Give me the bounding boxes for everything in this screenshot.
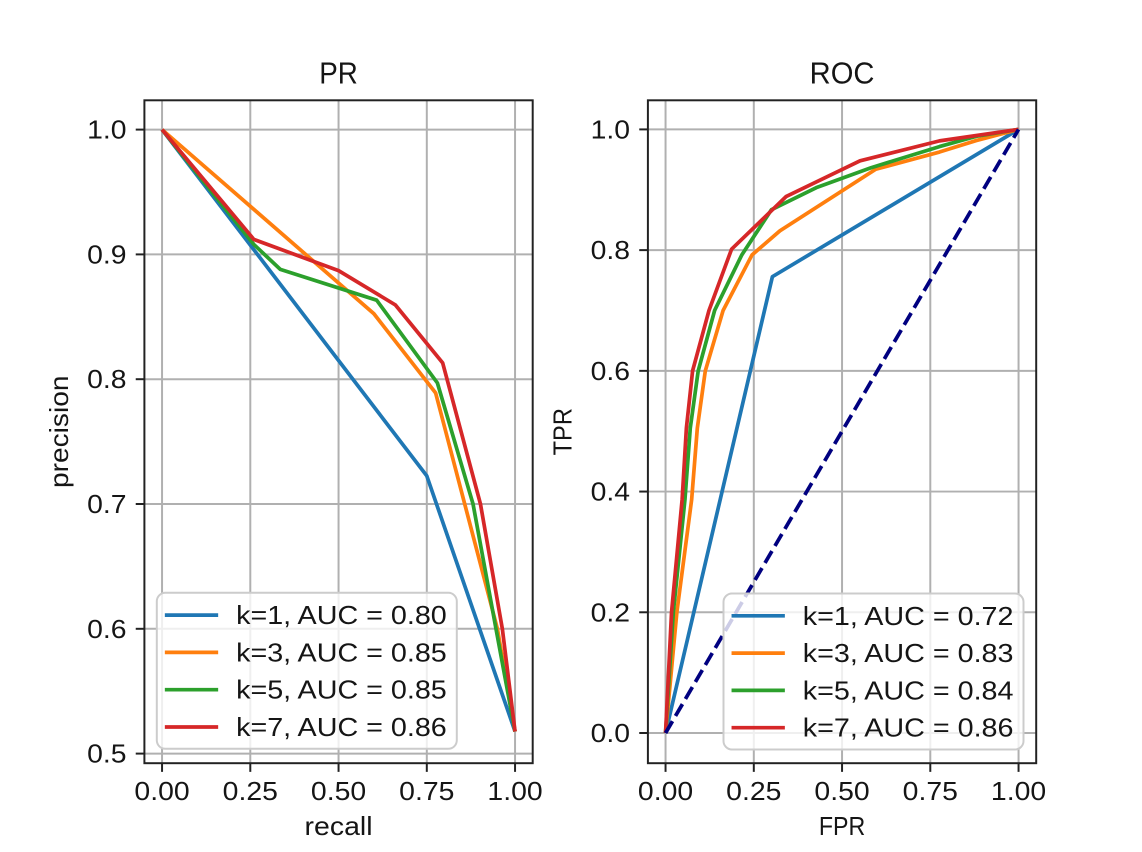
svg-text:k=7, AUC = 0.86: k=7, AUC = 0.86 [236, 712, 447, 742]
svg-text:1.0: 1.0 [591, 114, 630, 144]
svg-text:0.50: 0.50 [311, 776, 366, 806]
svg-text:0.6: 0.6 [87, 614, 126, 644]
svg-text:precision: precision [44, 376, 74, 488]
svg-text:0.8: 0.8 [87, 364, 126, 394]
svg-text:0.4: 0.4 [591, 477, 630, 507]
svg-text:TPR: TPR [548, 408, 578, 455]
svg-text:recall: recall [305, 811, 373, 841]
svg-text:0.6: 0.6 [591, 356, 630, 386]
svg-text:0.5: 0.5 [87, 739, 126, 769]
svg-text:PR: PR [319, 56, 358, 91]
svg-text:k=7, AUC = 0.86: k=7, AUC = 0.86 [803, 713, 1014, 743]
svg-text:1.00: 1.00 [991, 776, 1046, 806]
svg-text:0.9: 0.9 [87, 239, 126, 269]
svg-text:k=5, AUC = 0.84: k=5, AUC = 0.84 [803, 675, 1014, 705]
svg-text:0.75: 0.75 [399, 776, 454, 806]
svg-text:0.0: 0.0 [591, 718, 630, 748]
svg-text:ROC: ROC [810, 56, 875, 91]
svg-text:0.00: 0.00 [134, 776, 189, 806]
svg-text:0.8: 0.8 [591, 235, 630, 265]
svg-text:k=1, AUC = 0.72: k=1, AUC = 0.72 [803, 601, 1014, 631]
svg-text:0.25: 0.25 [223, 776, 278, 806]
svg-text:k=5, AUC = 0.85: k=5, AUC = 0.85 [236, 675, 447, 705]
svg-text:0.75: 0.75 [903, 776, 958, 806]
svg-text:0.7: 0.7 [87, 489, 126, 519]
svg-text:0.2: 0.2 [591, 597, 630, 627]
svg-text:0.50: 0.50 [814, 776, 869, 806]
svg-text:1.0: 1.0 [87, 115, 126, 145]
svg-text:k=3, AUC = 0.83: k=3, AUC = 0.83 [803, 638, 1014, 668]
svg-text:0.25: 0.25 [726, 776, 781, 806]
svg-text:FPR: FPR [819, 811, 865, 841]
svg-text:k=3, AUC = 0.85: k=3, AUC = 0.85 [236, 637, 447, 667]
svg-text:k=1, AUC = 0.80: k=1, AUC = 0.80 [236, 600, 447, 630]
svg-text:1.00: 1.00 [487, 776, 542, 806]
svg-text:0.00: 0.00 [638, 776, 693, 806]
